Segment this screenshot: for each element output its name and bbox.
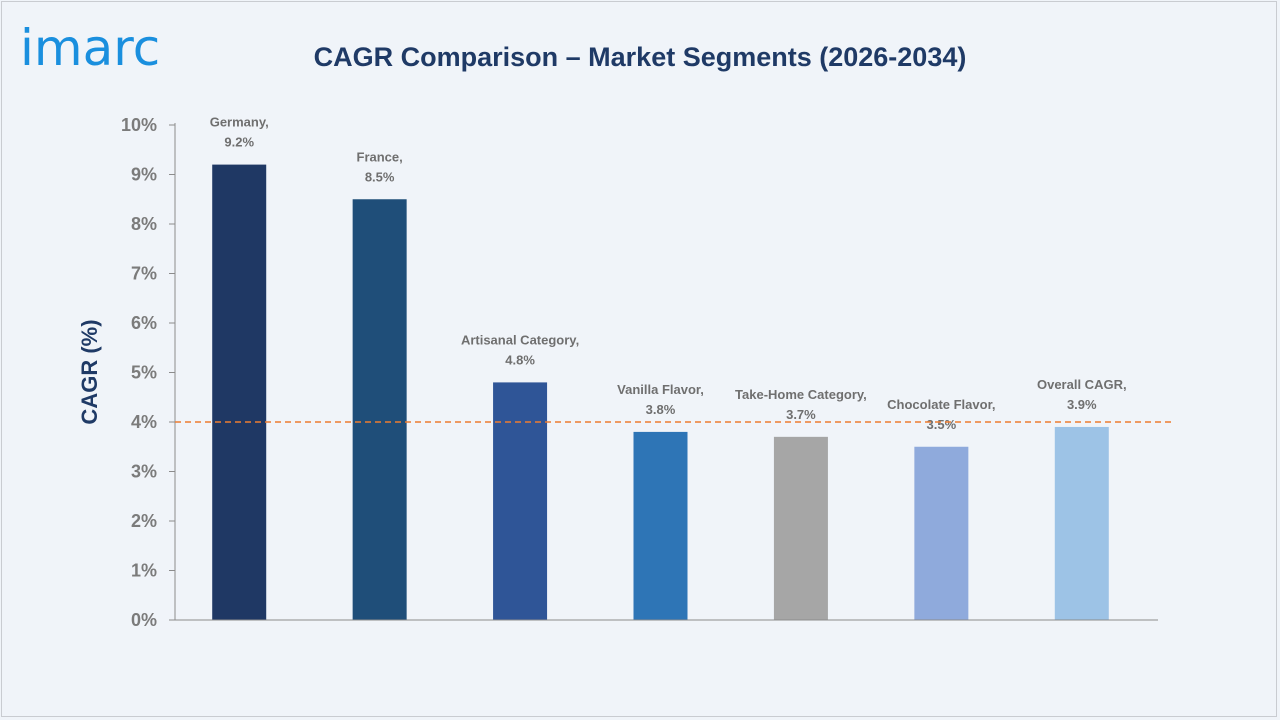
data-label: Chocolate Flavor, [887,397,995,412]
imarc-logo: imarc [20,20,160,76]
data-labels: Germany, 9.2% France, 8.5% Artisanal Categor… [210,115,1127,432]
y-tick-label: 1% [131,561,157,581]
data-label: Artisanal Category, [461,332,579,347]
data-label: Overall CAGR, [1037,377,1127,392]
bar [633,431,688,620]
data-label: 8.5% [365,169,395,184]
data-label: 9.2% [224,135,254,150]
bar [1054,426,1109,620]
y-tick-label: 6% [131,313,157,333]
y-tick-label: 10% [121,115,157,135]
y-axis-title: CAGR (%) [77,319,102,424]
bar [352,199,407,620]
y-tick-label: 4% [131,412,157,432]
bar [493,382,548,620]
chart-title: CAGR Comparison – Market Segments (2026-… [313,42,967,72]
y-tick-label: 8% [131,214,157,234]
y-axis: 0% 1% 2% 3% 4% 5% 6% 7% 8% 9% 10% [121,115,176,630]
logo-text: imarc [20,19,161,77]
data-label: 3.9% [1067,397,1097,412]
y-tick-label: 0% [131,610,157,630]
data-label: Vanilla Flavor, [617,382,704,397]
bars [212,164,1109,620]
y-tick-label: 5% [131,363,157,383]
y-tick-label: 7% [131,264,157,284]
data-label: Take-Home Category, [735,387,867,402]
data-label: 4.8% [505,352,535,367]
data-label: 3.5% [927,417,957,432]
data-label: 3.7% [786,407,816,422]
y-tick-label: 2% [131,511,157,531]
bar [773,436,828,620]
data-label: France, [357,149,403,164]
data-label: Germany, [210,115,269,130]
bar [212,164,267,620]
bar [914,446,969,620]
y-tick-label: 9% [131,165,157,185]
y-tick-label: 3% [131,462,157,482]
data-label: 3.8% [646,402,676,417]
